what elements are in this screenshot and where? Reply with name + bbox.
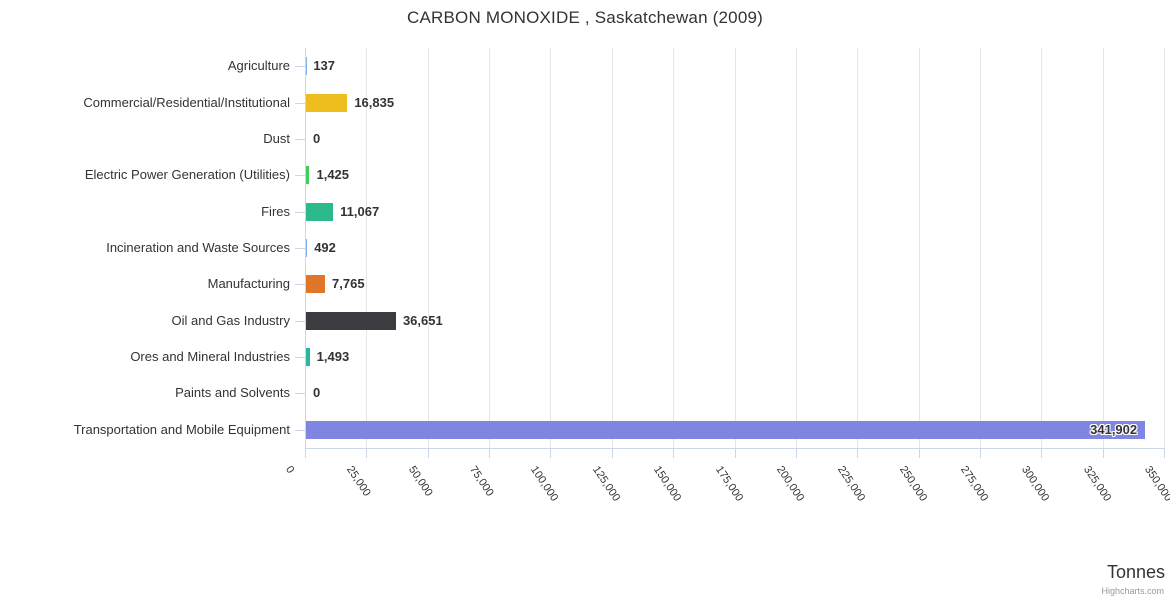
bar[interactable] xyxy=(306,311,396,330)
x-tick-label: 350,000 xyxy=(1142,464,1170,504)
x-tick-label: 250,000 xyxy=(896,464,929,504)
x-axis-tick xyxy=(734,448,736,458)
gridline xyxy=(1102,48,1104,448)
highcharts-credits-link[interactable]: Highcharts.com xyxy=(1101,586,1164,596)
x-tick-label: 225,000 xyxy=(835,464,868,504)
category-axis-tick xyxy=(295,138,305,140)
category-label: Oil and Gas Industry xyxy=(171,312,291,328)
x-tick-label: 25,000 xyxy=(344,464,374,499)
x-axis-tick xyxy=(489,448,491,458)
category-label: Ores and Mineral Industries xyxy=(130,349,290,365)
value-label: 1,493 xyxy=(316,349,350,365)
value-label: 0 xyxy=(313,130,321,146)
x-tick-label: 150,000 xyxy=(651,464,684,504)
value-label: 492 xyxy=(314,240,336,255)
bar[interactable] xyxy=(306,166,310,185)
bar[interactable] xyxy=(306,202,334,221)
x-axis-tick xyxy=(795,448,797,458)
bar[interactable] xyxy=(306,348,310,367)
category-label: Transportation and Mobile Equipment xyxy=(73,421,290,437)
category-axis-tick xyxy=(295,211,305,213)
x-axis-tick xyxy=(1041,448,1043,458)
x-axis-tick xyxy=(366,448,368,458)
value-label: 137 xyxy=(313,58,336,74)
x-tick-label: 175,000 xyxy=(712,464,745,504)
gridline xyxy=(795,48,797,448)
gridline xyxy=(673,48,675,448)
bar[interactable] xyxy=(306,93,348,112)
bar[interactable] xyxy=(306,57,307,76)
gridline xyxy=(611,48,613,448)
category-label: Electric Power Generation (Utilities) xyxy=(84,167,290,183)
x-axis-line xyxy=(305,448,1164,449)
value-label: 341,902 xyxy=(1090,421,1138,437)
bar[interactable] xyxy=(306,239,308,257)
gridline xyxy=(489,48,491,448)
x-axis-tick xyxy=(611,448,613,458)
category-axis-tick xyxy=(295,357,305,359)
x-tick-label: 325,000 xyxy=(1080,464,1113,504)
x-axis-title: Tonnes xyxy=(1106,562,1165,582)
x-axis-tick xyxy=(918,448,920,458)
value-label: 36,651 xyxy=(402,312,443,328)
category-label: Manufacturing xyxy=(207,276,290,292)
category-label: Commercial/Residential/Institutional xyxy=(83,94,290,110)
x-tick-label: 75,000 xyxy=(467,464,496,499)
y-axis-line xyxy=(305,48,306,448)
gridline xyxy=(427,48,429,448)
x-axis-tick xyxy=(979,448,981,458)
x-tick-label: 200,000 xyxy=(773,464,807,504)
category-axis-tick xyxy=(295,175,305,177)
x-tick-label: 50,000 xyxy=(405,464,435,499)
gridline xyxy=(979,48,981,448)
gridline xyxy=(1041,48,1043,448)
value-label: 11,067 xyxy=(340,203,380,219)
bar[interactable] xyxy=(306,420,1146,439)
category-label: Fires xyxy=(261,203,290,219)
category-axis-tick xyxy=(295,248,305,249)
category-axis-tick xyxy=(295,284,305,286)
category-label: Agriculture xyxy=(227,58,290,74)
bar[interactable] xyxy=(306,275,326,294)
value-label: 16,835 xyxy=(354,94,395,110)
x-axis-tick xyxy=(1102,448,1104,458)
x-axis-tick xyxy=(305,448,306,458)
x-axis-tick xyxy=(550,448,552,458)
x-tick-label: 0 xyxy=(283,464,297,476)
category-axis-tick xyxy=(295,66,305,68)
x-tick-label: 275,000 xyxy=(957,464,991,504)
gridline xyxy=(1164,48,1165,448)
chart-title: CARBON MONOXIDE , Saskatchewan (2009) xyxy=(406,8,764,27)
category-label: Dust xyxy=(263,130,290,146)
value-label: 7,765 xyxy=(332,276,365,292)
x-tick-label: 125,000 xyxy=(589,464,623,504)
category-axis-tick xyxy=(295,393,305,395)
gridline xyxy=(734,48,736,448)
category-axis-tick xyxy=(295,320,305,322)
x-axis-tick xyxy=(1164,448,1165,458)
value-label: 1,425 xyxy=(316,167,350,183)
x-axis-tick xyxy=(673,448,675,458)
x-axis-tick xyxy=(857,448,859,458)
x-tick-label: 300,000 xyxy=(1019,464,1052,504)
gridline xyxy=(550,48,552,448)
category-label: Paints and Solvents xyxy=(175,385,290,401)
gridline xyxy=(918,48,920,448)
category-axis-tick xyxy=(295,102,305,104)
category-axis-tick xyxy=(295,429,305,431)
category-label: Incineration and Waste Sources xyxy=(106,240,290,255)
x-tick-label: 100,000 xyxy=(528,464,561,504)
gridline xyxy=(857,48,859,448)
value-label: 0 xyxy=(313,385,321,401)
x-axis-tick xyxy=(427,448,429,458)
gridline xyxy=(366,48,368,448)
